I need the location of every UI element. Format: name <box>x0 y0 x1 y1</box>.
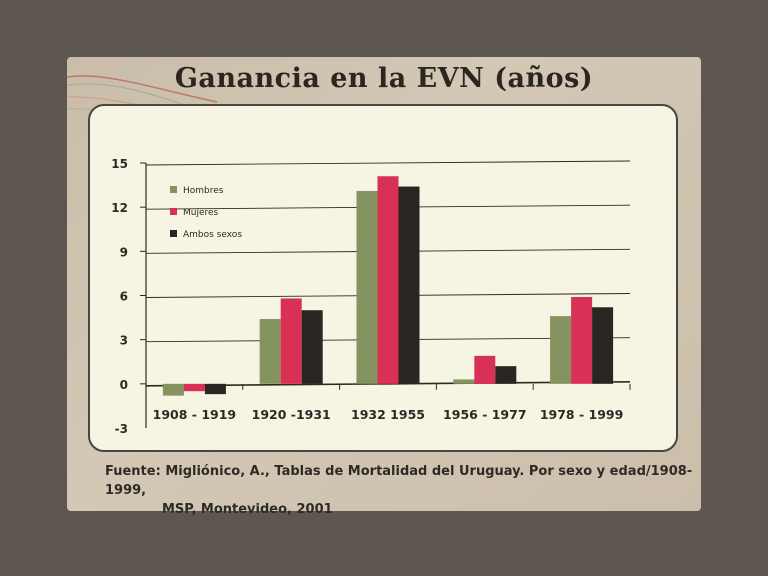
legend-swatch <box>170 208 177 215</box>
bar <box>474 355 496 384</box>
bar <box>398 186 420 384</box>
bar <box>280 298 302 384</box>
source-line-2: MSP, Montevideo, 2001 <box>162 502 333 517</box>
y-tick-label: 9 <box>120 245 128 259</box>
y-tick-label: -3 <box>115 422 128 436</box>
legend-label: Mujeres <box>183 208 219 218</box>
bar <box>495 366 517 384</box>
slide: Ganancia en la EVN (años) -3 0 3 6 9 12 15 1908… <box>67 57 701 517</box>
bar <box>571 296 593 384</box>
page-title: Ganancia en la EVN (años) <box>174 63 594 94</box>
y-tick-label: 0 <box>120 378 128 392</box>
y-tick-label: 12 <box>111 201 128 215</box>
bar <box>162 383 184 396</box>
x-tick-label: 1920 -1931 <box>252 407 331 422</box>
bar <box>301 310 323 384</box>
y-tick-label: 6 <box>120 290 128 304</box>
x-tick-label: 1956 - 1977 <box>443 407 526 422</box>
gridline <box>145 160 631 166</box>
bar <box>183 383 205 392</box>
source-note: Fuente: Migliónico, A., Tablas de Mortal… <box>105 462 695 519</box>
bar <box>377 176 399 384</box>
x-tick-label: 1908 - 1919 <box>153 407 236 422</box>
legend-label: Hombres <box>183 186 224 196</box>
legend-label: Ambos sexos <box>183 230 242 240</box>
chart-panel: -3 0 3 6 9 12 15 1908 - 1919 1920 -1931 1932 1955… <box>88 104 678 452</box>
bar-chart: -3 0 3 6 9 12 15 1908 - 1919 1920 -1931 1932 1955… <box>111 157 631 436</box>
source-line-1: Fuente: Migliónico, A., Tablas de Mortal… <box>105 464 693 498</box>
bar <box>259 319 281 384</box>
gridline <box>145 381 631 387</box>
x-tick-label: 1978 - 1999 <box>540 407 623 422</box>
bar <box>356 190 378 384</box>
x-tick-label: 1932 1955 <box>351 407 425 422</box>
bar <box>550 316 572 384</box>
bar <box>453 379 475 384</box>
y-tick-label: 15 <box>111 157 128 171</box>
y-tick-label: 3 <box>120 334 128 348</box>
bar <box>204 383 226 395</box>
legend-swatch <box>170 186 177 193</box>
legend-swatch <box>170 230 177 237</box>
bar <box>592 307 614 384</box>
